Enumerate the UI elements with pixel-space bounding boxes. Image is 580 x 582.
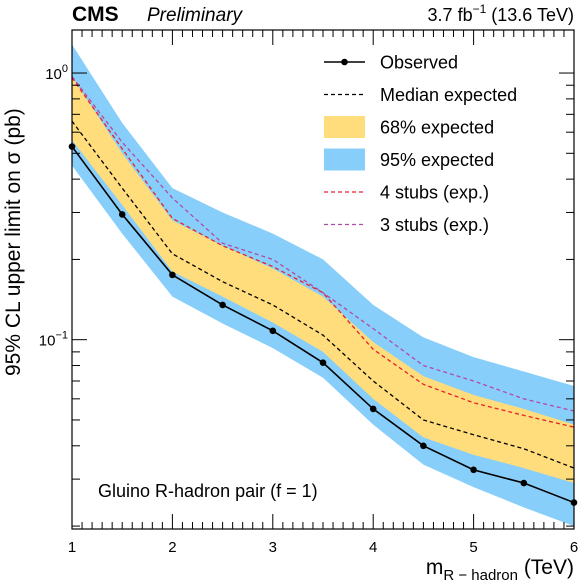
x-axis-title: mR − hadron (TeV) (426, 556, 574, 582)
y-tick-label: 10−1 (39, 330, 68, 350)
process-annotation: Gluino R-hadron pair (f = 1) (98, 481, 318, 501)
x-axis-title-unit: (TeV) (518, 556, 574, 579)
lumi-label: 3.7 fb−1 (13.6 TeV) (428, 2, 574, 25)
experiment-label: CMS (72, 3, 119, 26)
x-tick-label: 1 (68, 539, 76, 556)
lumi-suffix: (13.6 TeV) (486, 5, 574, 25)
lumi-prefix: 3.7 fb (428, 5, 473, 25)
observed-point (369, 405, 377, 413)
expected-bands (72, 44, 574, 527)
y-tick-label: 100 (45, 63, 68, 83)
x-tick-label: 5 (469, 539, 477, 556)
legend: Observed Median expected 68% expected 95% e… (324, 53, 517, 235)
line-3-stubs-expected (71, 76, 575, 412)
legend-label-stubs4: 4 stubs (exp.) (380, 183, 489, 203)
observed-markers (68, 143, 578, 506)
legend-label-expected: Median expected (380, 85, 517, 105)
observed-point (169, 271, 176, 279)
lumi-exponent: −1 (473, 2, 487, 16)
x-tick-label: 2 (168, 539, 176, 556)
x-axis-title-subscript: R − hadron (443, 567, 518, 582)
x-axis-title-main: m (426, 556, 444, 579)
legend-label-stubs3: 3 stubs (exp.) (380, 215, 489, 235)
line-median-expected (71, 120, 575, 469)
x-tick-label: 6 (570, 539, 578, 556)
y-axis-title: 95% CL upper limit on σ (pb) (2, 108, 25, 376)
observed-point (118, 211, 126, 218)
axis-tick-labels: 1 2 3 4 5 6 100 10−1 (39, 63, 578, 556)
legend-swatch-band68 (324, 116, 365, 138)
legend-label-observed: Observed (380, 53, 458, 73)
x-tick-label: 3 (269, 539, 277, 556)
observed-point (269, 327, 277, 335)
x-tick-label: 4 (369, 539, 377, 556)
observed-point (470, 466, 477, 474)
observed-point (420, 442, 427, 450)
band-68-expected (72, 76, 574, 484)
status-label: Preliminary (147, 5, 244, 26)
line-4-stubs-expected (71, 77, 575, 428)
observed-point (520, 479, 528, 487)
observed-point (219, 301, 226, 309)
legend-label-band95: 95% expected (380, 150, 494, 170)
legend-label-band68: 68% expected (380, 118, 494, 138)
axis-ticks (71, 30, 575, 529)
observed-point (319, 359, 327, 366)
legend-marker-observed (341, 58, 348, 66)
legend-swatch-band95 (324, 148, 365, 171)
